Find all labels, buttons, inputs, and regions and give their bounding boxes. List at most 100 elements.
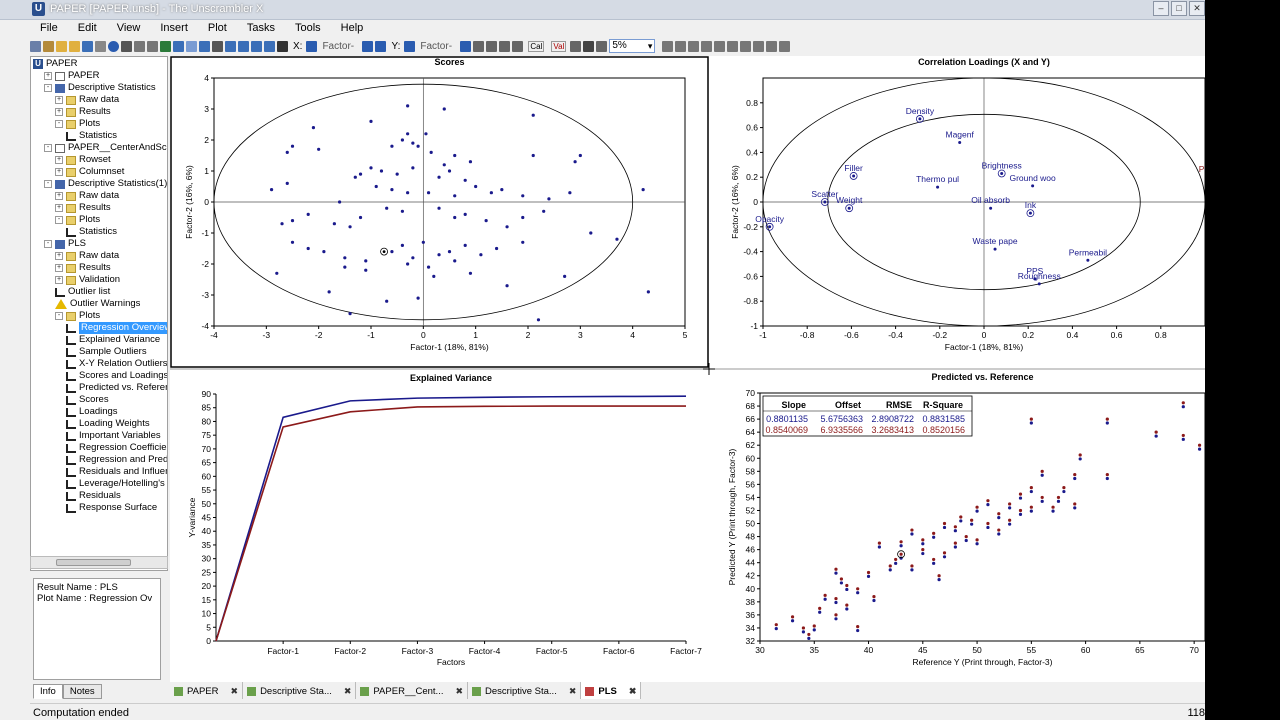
line-tool-icon[interactable] [727,40,739,52]
redo-icon[interactable] [147,40,158,52]
menu-tools[interactable]: Tools [294,22,321,34]
document-tab[interactable]: PLS ✖ [581,682,642,699]
grid-icon[interactable] [499,40,511,52]
star-icon[interactable] [375,40,387,52]
regression-line-icon[interactable] [596,40,608,52]
tab-notes[interactable]: Notes [62,684,102,699]
menu-view[interactable]: View [116,22,141,34]
expand-icon[interactable]: + [55,156,63,164]
help-icon[interactable] [108,40,119,52]
tree-item[interactable]: Regression Coefficients [66,442,167,454]
expand-icon[interactable]: + [55,96,63,104]
tree-item[interactable]: U PAPER [33,58,78,70]
zoom-in-icon[interactable] [225,40,236,52]
tree-item[interactable]: Scores [66,394,109,406]
tree-item[interactable]: Statistics [66,130,117,142]
tree-item[interactable]: Regression Overview [66,322,167,334]
tree-item[interactable]: - Descriptive Statistics(1) [44,178,167,190]
tree-item[interactable]: Residuals [66,490,121,502]
tree-item[interactable]: Statistics [66,226,117,238]
collapse-icon[interactable]: - [44,84,52,92]
expand-icon[interactable]: + [55,108,63,116]
tree-item[interactable]: + Raw data [55,250,119,262]
collapse-icon[interactable]: - [44,240,52,248]
samples-icon[interactable] [570,40,582,52]
mark-rect-icon[interactable] [675,40,687,52]
crosshair-icon[interactable] [583,40,595,52]
menu-edit[interactable]: Edit [77,22,97,34]
open-icon[interactable] [56,40,67,52]
expand-icon[interactable]: + [55,252,63,260]
close-tab-icon[interactable]: ✖ [628,686,637,696]
tree-item[interactable]: Regression and Prediction [66,454,167,466]
save-icon[interactable] [82,40,93,52]
menu-insert[interactable]: Insert [160,22,188,34]
tree-item[interactable]: - Plots [55,310,100,322]
undo-icon[interactable] [134,40,145,52]
tree-item[interactable]: X-Y Relation Outliers [66,358,167,370]
document-tab[interactable]: Descriptive Sta... ✖ [243,682,357,699]
tree-item[interactable]: - PLS [44,238,86,250]
tree-item[interactable]: + Raw data [55,190,119,202]
tree-item[interactable]: - Plots [55,214,100,226]
menu-plot[interactable]: Plot [207,22,227,34]
y-next-icon[interactable] [460,40,472,52]
scrollbar-thumb[interactable] [56,559,131,566]
import-icon[interactable] [43,40,54,52]
rect-tool-icon[interactable] [753,40,765,52]
tree-item[interactable]: - PAPER__CenterAndScale [44,142,167,154]
expand-icon[interactable]: + [55,264,63,272]
collapse-icon[interactable]: - [44,180,52,188]
tree-item[interactable]: - Descriptive Statistics [44,82,156,94]
tree-item[interactable]: Loadings [66,406,118,418]
document-tab[interactable]: PAPER__Cent... ✖ [356,682,469,699]
pointer-icon[interactable] [277,40,288,52]
collapse-icon[interactable]: - [55,312,63,320]
paste-icon[interactable] [199,40,210,52]
minimize-button[interactable]: – [1153,1,1169,16]
run-icon[interactable] [160,40,171,52]
menu-help[interactable]: Help [340,22,364,34]
val-toggle[interactable]: Val [551,40,567,52]
tree-item[interactable]: Outlier Warnings [55,298,140,310]
tree-item[interactable]: + Columnset [55,166,124,178]
y-prev-icon[interactable] [404,40,416,52]
x-next-icon[interactable] [362,40,374,52]
collapse-icon[interactable]: - [55,216,63,224]
scale-icon[interactable] [473,40,485,52]
expand-icon[interactable]: + [55,276,63,284]
cut-icon[interactable] [121,40,132,52]
close-button[interactable]: ✕ [1189,1,1205,16]
tab-info[interactable]: Info [33,684,63,699]
open-folder-icon[interactable] [69,40,80,52]
zoom-out-icon[interactable] [238,40,249,52]
zoom-fit-icon[interactable] [251,40,262,52]
tree-item[interactable]: Explained Variance [66,334,160,346]
tree-item[interactable]: Response Surface [66,502,157,514]
expand-icon[interactable]: + [44,72,52,80]
copy-icon[interactable] [186,40,197,52]
navigator-hscrollbar[interactable] [30,556,168,569]
reverse-mark-icon[interactable] [714,40,726,52]
tree-item[interactable]: Important Variables [66,430,161,442]
unmark-icon[interactable] [701,40,713,52]
cal-toggle[interactable]: Cal [528,40,545,52]
close-tab-icon[interactable]: ✖ [455,686,464,696]
close-tab-icon[interactable]: ✖ [343,686,352,696]
document-tab[interactable]: PAPER ✖ [170,682,244,699]
close-tab-icon[interactable]: ✖ [230,686,239,696]
tree-item[interactable]: + PAPER [44,70,100,82]
collapse-icon[interactable]: - [44,144,52,152]
tree-item[interactable]: Sample Outliers [66,346,147,358]
text-tool-icon[interactable] [779,40,791,52]
tree-item[interactable]: Loading Weights [66,418,150,430]
collapse-icon[interactable]: - [55,120,63,128]
tree-item[interactable]: Outlier list [55,286,110,298]
document-tab[interactable]: Descriptive Sta... ✖ [468,682,582,699]
arrow-tool-icon[interactable] [740,40,752,52]
x-prev-icon[interactable] [306,40,318,52]
zoom-select[interactable]: 5% [609,39,656,53]
tree-item[interactable]: + Results [55,106,111,118]
x-factor-select[interactable]: Factor- [322,40,355,52]
tree-item[interactable]: + Validation [55,274,120,286]
